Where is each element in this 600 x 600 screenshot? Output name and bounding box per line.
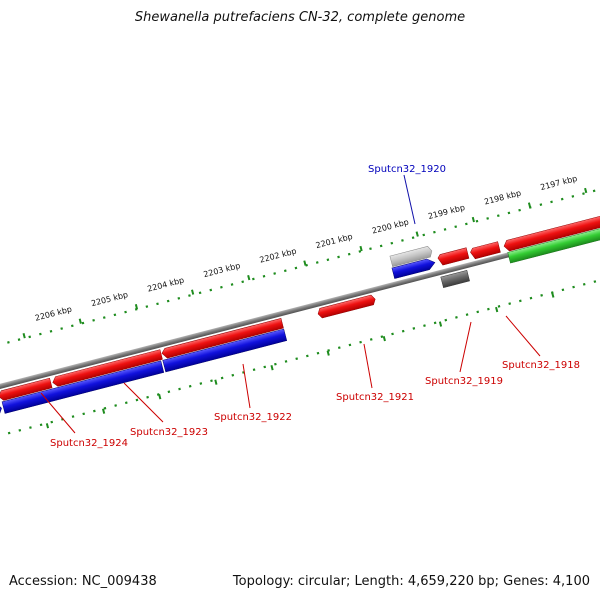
ruler-label-2203: 2203 kbp <box>203 261 242 279</box>
leader-sputcn32-1922 <box>242 363 251 409</box>
ruler-major-tick <box>527 202 532 208</box>
outer-ruler <box>0 177 600 361</box>
ruler-major-tick <box>359 245 363 252</box>
gene-feature-red-right <box>503 208 600 252</box>
gene-feature-sputcn32-1921 <box>317 294 376 319</box>
inner-ruler <box>0 263 600 446</box>
ruler-label-2200: 2200 kbp <box>371 217 410 235</box>
ruler-major-tick <box>78 318 82 324</box>
leader-sputcn32-1924 <box>40 392 76 434</box>
ruler-major-tick <box>45 423 50 429</box>
ruler-major-tick <box>584 187 588 194</box>
gene-label-sputcn32-1923: Sputcn32_1923 <box>130 427 208 438</box>
ruler-major-tick <box>551 292 555 298</box>
ruler-label-2204: 2204 kbp <box>146 276 185 294</box>
figure-title: Shewanella putrefaciens CN-32, complete … <box>134 10 466 25</box>
ruler-major-tick <box>415 231 419 237</box>
ruler-major-tick <box>382 335 386 342</box>
ruler-label-2202: 2202 kbp <box>259 247 298 265</box>
gene-label-sputcn32-1919: Sputcn32_1919 <box>425 376 503 387</box>
gene-feature-sputcn32-1922 <box>161 318 284 359</box>
ruler-major-tick <box>134 303 139 310</box>
ruler-major-tick <box>158 394 162 400</box>
gene-feature-blue-1922 <box>162 328 288 373</box>
ruler-label-2199: 2199 kbp <box>427 203 466 221</box>
label-leaders <box>40 174 541 434</box>
gene-feature-sputcn32-1923 <box>52 349 163 387</box>
gene-feature-sputcn32-1919 <box>440 269 470 288</box>
gene-feature-blue-left-edge <box>0 403 2 421</box>
accession-label: Accession: NC_009438 <box>9 574 157 589</box>
genome-backbone <box>0 215 600 401</box>
leader-sputcn32-1923 <box>123 382 164 423</box>
leader-sputcn32-1920 <box>403 174 416 225</box>
gene-label-sputcn32-1920: Sputcn32_1920 <box>368 164 446 175</box>
ruler-major-tick <box>471 216 475 223</box>
ruler-major-tick <box>326 350 330 356</box>
gene-feature-sputcn32-1919-upper <box>437 247 470 266</box>
gene-label-sputcn32-1922: Sputcn32_1922 <box>214 412 292 423</box>
ruler-label-2197: 2197 kbp <box>539 174 578 192</box>
genome-summary-label: Topology: circular; Length: 4,659,220 bp… <box>232 574 590 589</box>
ruler-major-tick <box>22 333 26 339</box>
ruler-major-tick <box>214 379 218 385</box>
gene-feature-sputcn32-1924 <box>0 377 53 401</box>
ruler-label-2201: 2201 kbp <box>315 232 354 250</box>
gene-feature-sputcn32-1920 <box>391 258 436 279</box>
gene-label-sputcn32-1921: Sputcn32_1921 <box>336 392 414 403</box>
ruler-major-tick <box>101 408 106 414</box>
gene-label-sputcn32-1918: Sputcn32_1918 <box>502 360 580 371</box>
gene-label-sputcn32-1924: Sputcn32_1924 <box>50 438 128 449</box>
ruler-major-tick <box>270 364 274 371</box>
ruler-major-tick <box>191 289 195 295</box>
ruler-major-tick <box>495 306 499 313</box>
ruler-major-tick <box>438 321 443 327</box>
ruler-label-2205: 2205 kbp <box>90 290 129 308</box>
ruler-label-2198: 2198 kbp <box>483 188 522 206</box>
leader-sputcn32-1918 <box>505 315 541 357</box>
rna-feature-green <box>507 220 600 264</box>
ruler-label-2206: 2206 kbp <box>34 305 73 323</box>
leader-sputcn32-1919 <box>459 321 472 373</box>
ruler-major-tick <box>247 274 251 281</box>
pseudogene-feature-light <box>389 246 433 268</box>
gene-feature-blue-1923 <box>1 360 165 414</box>
ruler-major-tick <box>303 260 307 266</box>
leader-sputcn32-1921 <box>363 343 373 389</box>
gene-feature-sputcn32-1918-upper <box>470 241 501 260</box>
